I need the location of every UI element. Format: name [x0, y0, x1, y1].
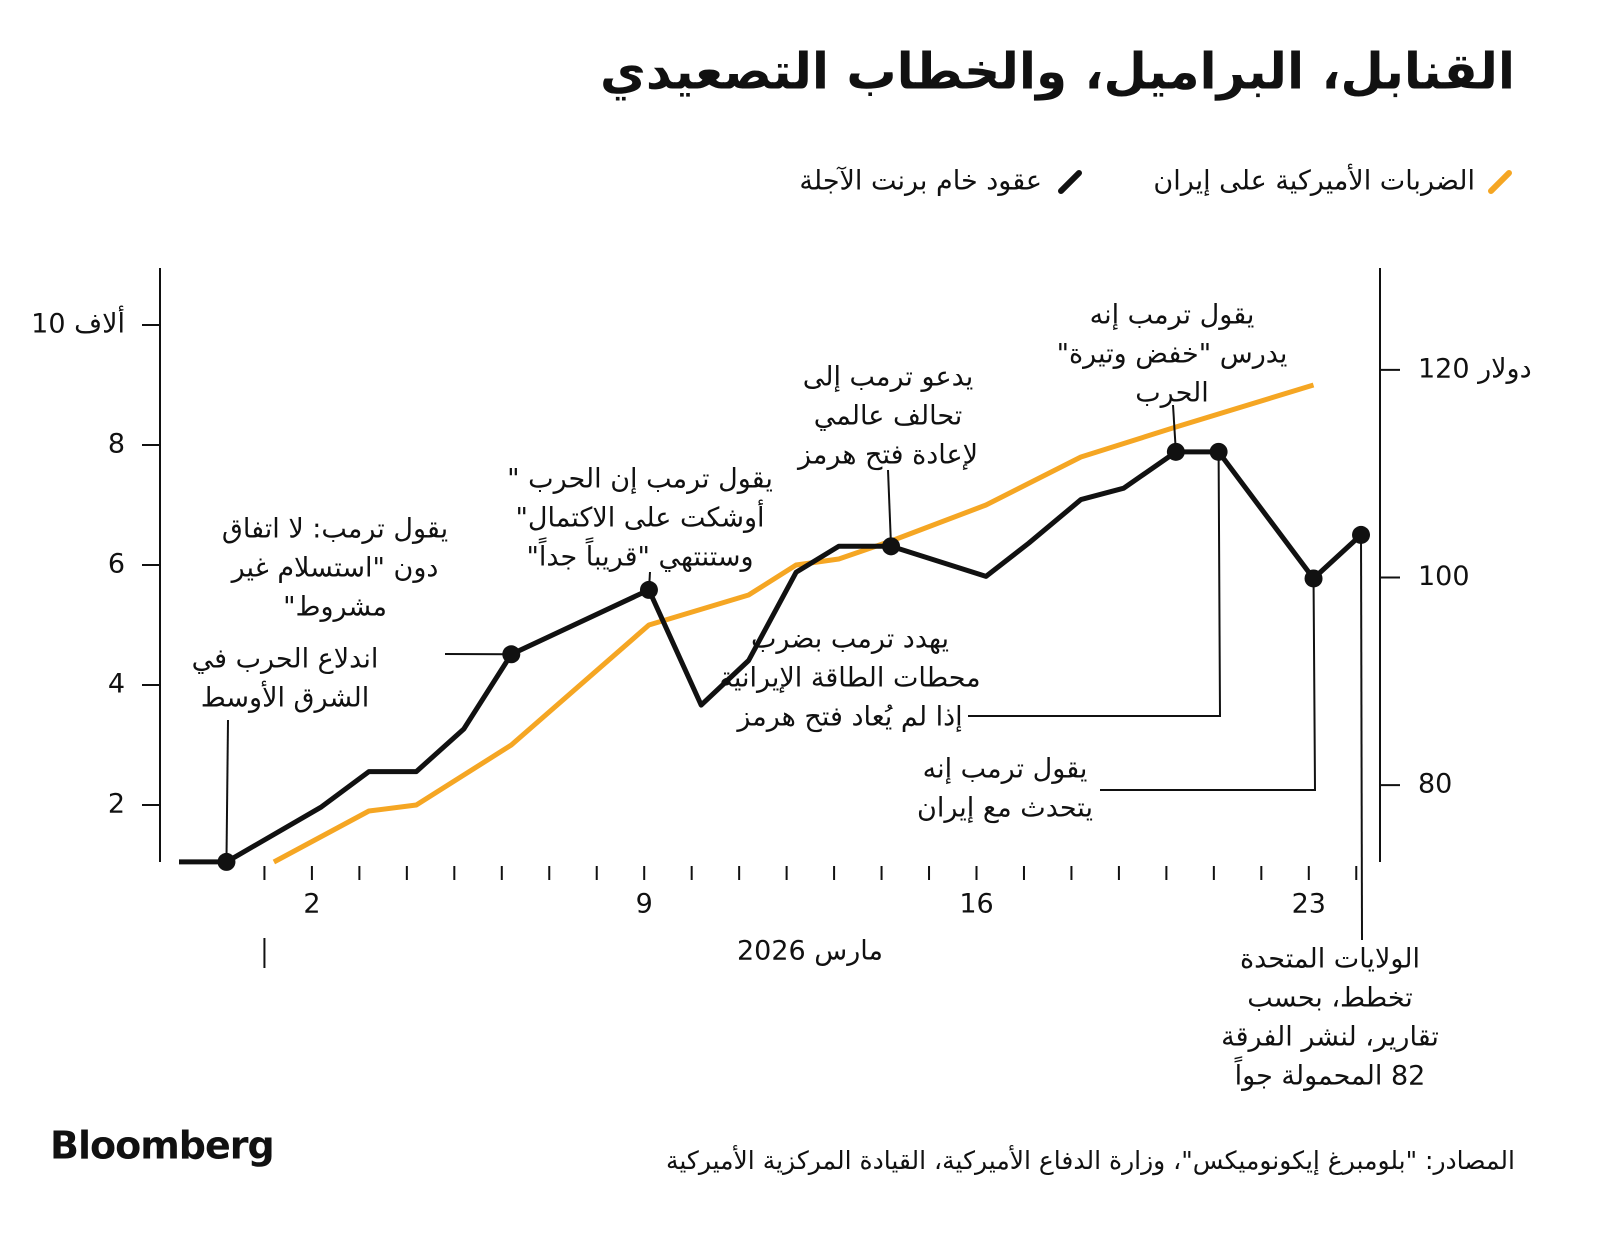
marker — [882, 537, 901, 556]
annotation: الشرق الأوسط — [201, 680, 369, 714]
chart-title: القنابل، البراميل، والخطاب التصعيدي — [600, 43, 1515, 102]
source: المصادر: "بلومبرغ إيكونوميكس"، وزارة الد… — [666, 1144, 1515, 1176]
annotation: لإعادة فتح هرمز — [796, 440, 978, 471]
y-tick-label: 10 ألاف — [31, 305, 125, 340]
annotation: 82 المحمولة جواً — [1234, 1056, 1426, 1092]
series-line — [272, 382, 1315, 865]
annotation: الحرب — [1135, 378, 1208, 409]
leader-line — [225, 719, 229, 862]
annotation: أوشكت على الاكتمال" — [515, 499, 764, 534]
annotation: يقول ترمب إنه — [923, 754, 1088, 785]
marker — [217, 852, 236, 871]
y-tick-label: 4 — [108, 669, 125, 700]
y2-tick-label: 100 — [1418, 561, 1470, 592]
annotation: يتحدث مع إيران — [917, 793, 1093, 824]
x-tick-label: 9 — [636, 889, 653, 920]
annotation: وستنتهي "قريباً جداً" — [526, 537, 753, 573]
y2-tick-label: 120 دولار — [1418, 353, 1532, 384]
marker — [1209, 442, 1228, 461]
annotation: يدعو ترمب إلى — [803, 362, 974, 393]
y-tick-label: 6 — [108, 549, 125, 580]
leader-line — [887, 469, 893, 547]
legend-label: عقود خام برنت الآجلة — [799, 166, 1042, 197]
y2-tick-label: 80 — [1418, 769, 1452, 800]
x-tick-label: 23 — [1292, 889, 1326, 920]
annotation: اندلاع الحرب في — [192, 644, 379, 675]
annotation: دون "استسلام غير — [230, 553, 439, 584]
x-tick-label: 16 — [959, 889, 993, 920]
leader-line — [968, 451, 1222, 717]
annotation: تحالف عالمي — [814, 401, 963, 432]
marker — [1304, 569, 1323, 588]
marker — [1166, 442, 1185, 461]
legend-swatch — [1488, 170, 1512, 194]
annotation: يقول ترمب إنه — [1090, 300, 1255, 331]
leader-line — [1360, 534, 1363, 941]
y-tick-label: 2 — [108, 789, 125, 820]
brand: Bloomberg — [50, 1124, 274, 1168]
marker — [1352, 525, 1371, 544]
legend-label: الضربات الأميركية على إيران — [1153, 163, 1475, 197]
annotation: يقول ترمب إن الحرب " — [507, 464, 773, 495]
x-axis-label: مارس 2026 — [737, 936, 883, 967]
annotation: يقول ترمب: لا اتفاق — [222, 514, 448, 545]
leader-line — [1100, 578, 1317, 791]
annotation: تقارير، لنشر الفرقة — [1221, 1022, 1439, 1053]
annotation: الولايات المتحدة — [1240, 944, 1420, 975]
x-tick-label: 2 — [303, 889, 320, 920]
annotation: محطات الطاقة الإيرانية — [719, 663, 980, 694]
marker — [639, 580, 658, 599]
marker — [502, 645, 521, 664]
annotation: يهدد ترمب بضرب — [751, 624, 949, 655]
y-tick-label: 8 — [108, 429, 125, 460]
annotation: مشروط" — [283, 592, 387, 623]
legend-swatch — [1058, 170, 1082, 194]
annotation: تخطط، بحسب — [1247, 983, 1413, 1014]
series-line — [179, 449, 1363, 865]
annotation: إذا لم يُعاد فتح هرمز — [735, 702, 962, 733]
annotation: يدرس "خفض وتيرة" — [1057, 339, 1288, 370]
